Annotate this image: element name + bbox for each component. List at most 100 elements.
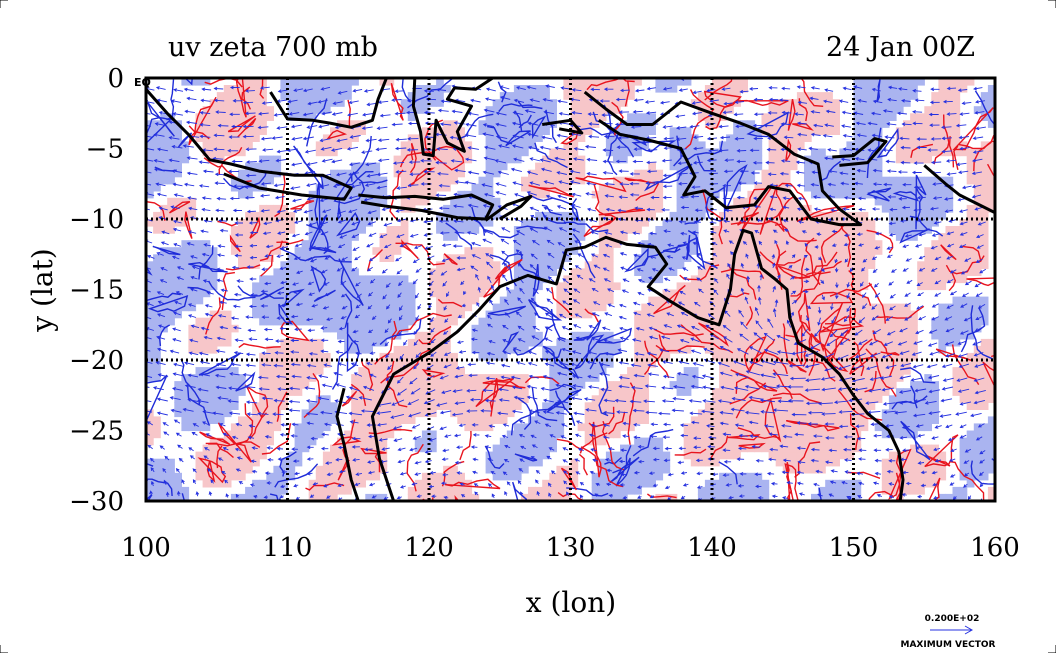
- positive-vorticity-cell: [641, 416, 649, 424]
- negative-vorticity-cell: [160, 113, 168, 121]
- negative-vorticity-cell: [330, 402, 338, 410]
- positive-vorticity-cell: [754, 204, 763, 213]
- positive-vorticity-cell: [966, 240, 975, 248]
- negative-vorticity-cell: [421, 99, 430, 107]
- positive-vorticity-cell: [252, 85, 260, 93]
- negative-vorticity-cell: [726, 472, 734, 481]
- positive-vorticity-cell: [315, 472, 324, 481]
- positive-vorticity-cell: [485, 247, 494, 255]
- positive-vorticity-cell: [804, 204, 812, 213]
- positive-vorticity-cell: [613, 78, 621, 86]
- positive-vorticity-cell: [881, 472, 890, 481]
- positive-vorticity-cell: [733, 254, 741, 262]
- positive-vorticity-cell: [811, 106, 819, 114]
- positive-vorticity-cell: [874, 240, 883, 248]
- negative-vorticity-cell: [669, 85, 678, 93]
- negative-vorticity-cell: [860, 162, 869, 171]
- positive-vorticity-cell: [450, 381, 458, 389]
- negative-vorticity-cell: [337, 183, 345, 192]
- positive-vorticity-cell: [789, 240, 798, 248]
- negative-vorticity-cell: [910, 183, 918, 192]
- negative-vorticity-cell: [301, 106, 310, 114]
- negative-vorticity-cell: [521, 247, 529, 255]
- positive-vorticity-cell: [811, 395, 819, 403]
- negative-contour: [147, 295, 189, 313]
- positive-vorticity-cell: [973, 268, 982, 276]
- negative-vorticity-cell: [910, 416, 918, 424]
- positive-vorticity-cell: [938, 106, 947, 114]
- positive-vorticity-cell: [436, 310, 444, 319]
- negative-vorticity-cell: [641, 458, 649, 467]
- negative-vorticity-cell: [804, 169, 812, 178]
- positive-vorticity-cell: [450, 486, 458, 495]
- positive-vorticity-cell: [429, 395, 437, 403]
- positive-vorticity-cell: [598, 303, 607, 312]
- negative-vorticity-cell: [825, 155, 833, 164]
- positive-vorticity-cell: [683, 282, 692, 291]
- positive-vorticity-cell: [704, 275, 713, 284]
- negative-vorticity-cell: [549, 233, 557, 241]
- positive-vorticity-cell: [563, 289, 572, 298]
- positive-vorticity-cell: [903, 127, 911, 135]
- positive-vorticity-cell: [796, 381, 805, 389]
- positive-vorticity-cell: [429, 127, 437, 135]
- negative-vorticity-cell: [252, 289, 260, 298]
- negative-vorticity-cell: [832, 479, 840, 488]
- negative-vorticity-cell: [344, 211, 352, 220]
- positive-vorticity-cell: [386, 381, 395, 389]
- negative-vorticity-cell: [280, 289, 289, 298]
- negative-vorticity-cell: [811, 190, 819, 199]
- positive-vorticity-cell: [733, 261, 741, 269]
- positive-vorticity-cell: [308, 352, 317, 361]
- positive-vorticity-cell: [782, 190, 791, 199]
- negative-vorticity-cell: [506, 324, 515, 333]
- positive-vorticity-cell: [216, 451, 225, 460]
- negative-vorticity-cell: [676, 381, 685, 389]
- negative-vorticity-cell: [294, 282, 303, 291]
- negative-vorticity-cell: [181, 282, 190, 291]
- negative-vorticity-cell: [620, 486, 628, 495]
- negative-vorticity-cell: [563, 345, 572, 354]
- positive-vorticity-cell: [825, 99, 833, 107]
- negative-vorticity-cell: [351, 190, 359, 199]
- positive-vorticity-cell: [634, 345, 642, 354]
- positive-vorticity-cell: [811, 282, 819, 291]
- negative-vorticity-cell: [528, 233, 536, 241]
- negative-vorticity-cell: [322, 240, 331, 248]
- positive-vorticity-cell: [648, 162, 656, 171]
- negative-vorticity-cell: [966, 479, 975, 488]
- positive-vorticity-cell: [796, 388, 805, 396]
- negative-vorticity-cell: [209, 388, 218, 396]
- positive-vorticity-cell: [655, 345, 664, 354]
- negative-vorticity-cell: [492, 99, 501, 107]
- positive-vorticity-cell: [407, 493, 416, 501]
- positive-vorticity-cell: [400, 169, 409, 178]
- positive-contour: [276, 391, 288, 422]
- positive-vorticity-cell: [351, 134, 359, 142]
- negative-vorticity-cell: [485, 162, 494, 171]
- negative-contour: [970, 305, 993, 360]
- positive-vorticity-cell: [804, 317, 812, 326]
- negative-vorticity-cell: [280, 92, 289, 100]
- positive-vorticity-cell: [627, 374, 635, 382]
- positive-vorticity-cell: [570, 99, 579, 107]
- negative-vorticity-cell: [733, 493, 741, 501]
- positive-vorticity-cell: [754, 211, 763, 220]
- positive-vorticity-cell: [245, 211, 253, 220]
- negative-vorticity-cell: [719, 169, 727, 178]
- negative-vorticity-cell: [853, 99, 862, 107]
- positive-vorticity-cell: [931, 134, 939, 142]
- positive-vorticity-cell: [747, 247, 756, 255]
- positive-vorticity-cell: [676, 296, 685, 305]
- negative-vorticity-cell: [690, 155, 699, 164]
- negative-vorticity-cell: [506, 148, 515, 157]
- positive-vorticity-cell: [471, 416, 480, 424]
- positive-vorticity-cell: [641, 367, 649, 375]
- positive-vorticity-cell: [874, 381, 883, 389]
- negative-vorticity-cell: [181, 402, 190, 410]
- negative-vorticity-cell: [499, 437, 508, 446]
- negative-vorticity-cell: [259, 317, 267, 326]
- positive-vorticity-cell: [407, 162, 416, 171]
- negative-vorticity-cell: [471, 331, 480, 340]
- positive-vorticity-cell: [931, 254, 939, 262]
